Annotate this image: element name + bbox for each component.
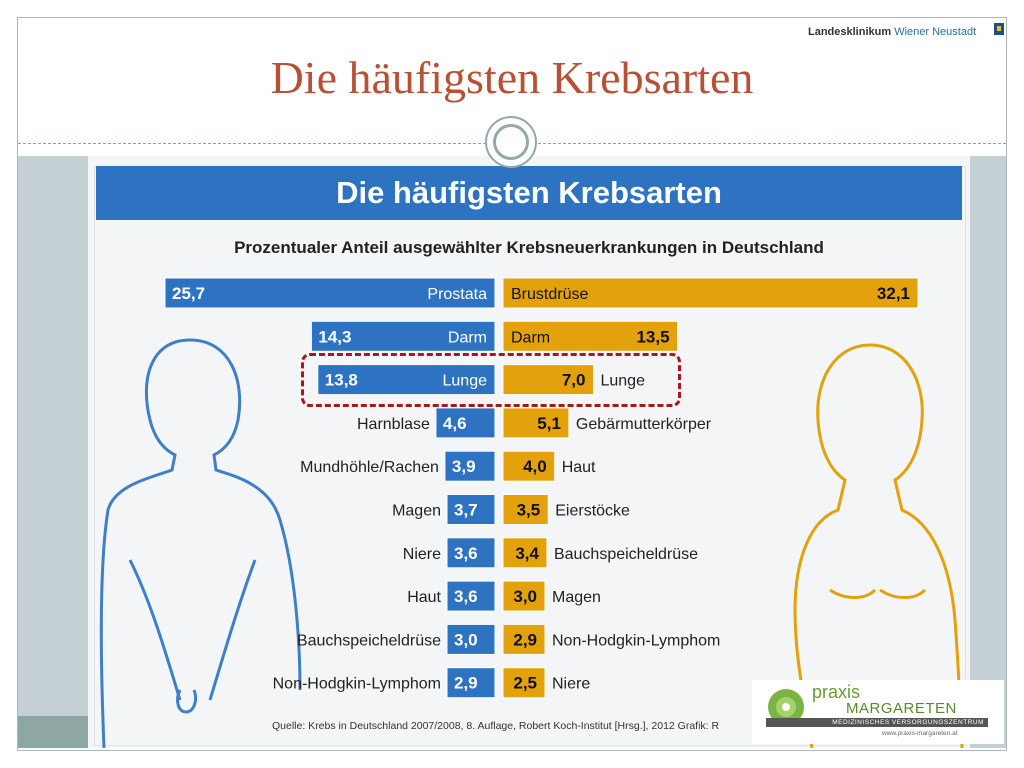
- bar-label-men-4: 3,9: [452, 457, 476, 476]
- category-men-4: Mundhöhle/Rachen: [300, 459, 439, 476]
- category-men-1: Darm: [448, 329, 487, 346]
- bar-men-0: [164, 277, 496, 309]
- right-side-band: [970, 156, 1006, 748]
- praxis-flower-icon: [768, 689, 804, 725]
- bar-label-men-5: 3,7: [454, 501, 478, 520]
- bar-men-6: [446, 537, 496, 569]
- bar-women-6: [502, 537, 548, 569]
- praxis-tagline: MEDIZINISCHES VERSORGUNGSZENTRUM: [766, 718, 988, 727]
- bar-label-women-2: 7,0: [562, 371, 586, 390]
- circle-ornament: [485, 116, 537, 168]
- bar-men-7: [446, 580, 496, 612]
- chart-source: Quelle: Krebs in Deutschland 2007/2008, …: [272, 720, 720, 732]
- bar-label-men-1: 14,3: [318, 327, 351, 346]
- slide-frame: [17, 17, 1007, 751]
- bar-label-men-2: 13,8: [325, 371, 358, 390]
- slide-title: Die häufigsten Krebsarten: [270, 52, 754, 103]
- bar-label-men-0: 25,7: [172, 284, 205, 303]
- hospital-logo-regular: Wiener Neustadt: [894, 26, 977, 38]
- bar-label-men-3: 4,6: [443, 414, 467, 433]
- bar-label-women-5: 3,5: [517, 501, 541, 520]
- bar-women-8: [502, 623, 546, 655]
- bar-women-4: [502, 450, 556, 482]
- left-side-band: [18, 156, 88, 748]
- bar-label-men-7: 3,6: [454, 587, 478, 606]
- bar-men-2: [317, 364, 496, 396]
- bar-men-4: [444, 450, 496, 482]
- bar-women-3: [502, 407, 570, 439]
- bar-men-3: [435, 407, 496, 439]
- category-women-6: Bauchspeicheldrüse: [554, 546, 698, 563]
- bar-label-men-9: 2,9: [454, 674, 478, 693]
- bar-women-1: [502, 320, 679, 352]
- bar-label-men-6: 3,6: [454, 544, 478, 563]
- bar-label-women-0: 32,1: [877, 284, 910, 303]
- bar-men-5: [446, 494, 496, 525]
- flag-icon: [993, 22, 1005, 36]
- lunge-highlight-box: [301, 353, 681, 407]
- category-women-2: Lunge: [600, 373, 645, 390]
- bar-label-women-7: 3,0: [513, 587, 537, 606]
- category-women-7: Magen: [552, 589, 601, 606]
- bar-women-5: [502, 494, 549, 525]
- bar-label-men-8: 3,0: [454, 630, 478, 649]
- bar-label-women-9: 2,5: [513, 674, 537, 693]
- category-women-1: Darm: [511, 329, 550, 346]
- bar-men-9: [446, 667, 496, 699]
- bar-women-2: [502, 364, 594, 396]
- category-women-0: Brustdrüse: [511, 286, 588, 303]
- bar-label-women-4: 4,0: [523, 457, 547, 476]
- praxis-url: www.praxis-margareten.at: [882, 730, 958, 737]
- category-women-5: Eierstöcke: [555, 503, 630, 520]
- category-men-5: Magen: [392, 503, 441, 520]
- category-men-3: Harnblase: [357, 416, 430, 433]
- hospital-logo-bold: Landesklinikum: [808, 26, 892, 38]
- bar-label-women-3: 5,1: [537, 414, 561, 433]
- bar-men-1: [310, 320, 496, 352]
- category-men-6: Niere: [403, 546, 441, 563]
- bar-label-women-1: 13,5: [636, 327, 669, 346]
- category-men-7: Haut: [407, 589, 441, 606]
- category-women-8: Non-Hodgkin-Lymphom: [552, 632, 720, 649]
- praxis-margareten-logo: praxis MARGARETEN MEDIZINISCHES VERSORGU…: [752, 680, 1004, 744]
- male-silhouette: [99, 338, 302, 749]
- bar-label-women-8: 2,9: [513, 630, 537, 649]
- praxis-name: MARGARETEN: [846, 700, 957, 717]
- bar-women-9: [502, 667, 546, 699]
- category-men-8: Bauchspeicheldrüse: [297, 632, 441, 649]
- bar-women-0: [502, 277, 919, 309]
- bar-men-8: [446, 623, 496, 655]
- category-men-0: Prostata: [427, 286, 487, 303]
- bar-label-women-6: 3,4: [515, 544, 539, 563]
- category-women-4: Haut: [562, 459, 596, 476]
- category-women-3: Gebärmutterkörper: [576, 416, 712, 433]
- hospital-logo: Landesklinikum Wiener Neustadt: [808, 26, 976, 44]
- praxis-word: praxis: [812, 682, 861, 702]
- chart-banner-title: Die häufigsten Krebsarten: [96, 166, 962, 220]
- chart-subtitle: Prozentualer Anteil ausgewählter Krebsne…: [234, 238, 824, 257]
- category-men-2: Lunge: [443, 373, 488, 390]
- bar-women-7: [502, 580, 546, 612]
- bottom-accent-strip: [18, 716, 88, 748]
- female-silhouette: [793, 343, 964, 749]
- category-men-9: Non-Hodgkin-Lymphom: [273, 676, 441, 693]
- category-women-9: Niere: [552, 676, 590, 693]
